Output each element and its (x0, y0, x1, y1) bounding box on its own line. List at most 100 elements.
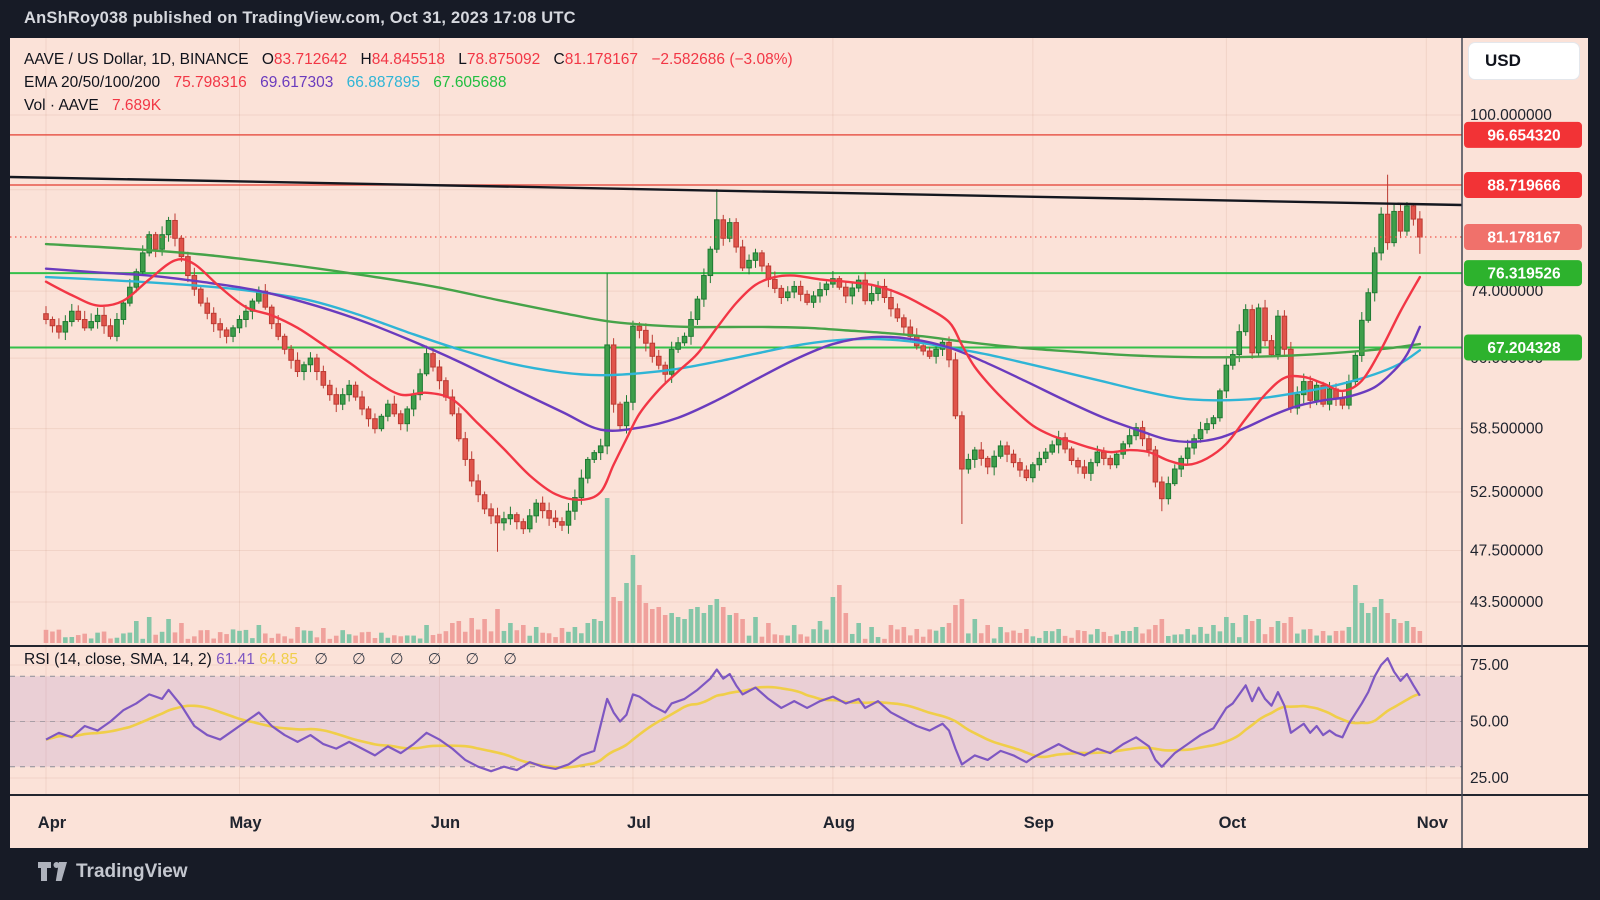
candle (1017, 462, 1023, 471)
candle (1249, 309, 1255, 354)
candle (707, 248, 714, 277)
volume-bar (1004, 632, 1010, 643)
volume-bar (1185, 629, 1190, 643)
volume-bar (1049, 631, 1055, 643)
volume-bar (1295, 633, 1300, 643)
candle (1255, 307, 1262, 354)
rsi-line (45, 657, 1421, 773)
rsi-sma-value: 64.85 (259, 651, 299, 668)
volume-bar (321, 628, 326, 643)
volume-bar (101, 631, 107, 643)
time-scale[interactable]: Apr May Jun Jul Aug Sep Oct Nov (38, 814, 1449, 832)
ema-lines (44, 242, 1422, 502)
volume-bar (927, 629, 932, 643)
candle (1081, 466, 1088, 474)
candle (578, 477, 585, 499)
ema20-value: 75.798316 (173, 74, 247, 91)
month-label: Apr (38, 814, 67, 832)
volume-bar (1159, 619, 1165, 643)
volume-bar (566, 631, 571, 643)
rsi-empty-slots: ∅ ∅ ∅ ∅ ∅ ∅ (314, 651, 527, 668)
volume-bar (475, 629, 481, 643)
candle (946, 341, 952, 361)
volume-bar (1030, 636, 1036, 643)
volume-bar (1372, 607, 1377, 643)
price-tick-label: 52.500000 (1470, 484, 1544, 501)
chart-legend: AAVE / US Dollar, 1D, BINANCE O83.712642… (24, 48, 793, 117)
volume-bar (1269, 627, 1274, 643)
candle (636, 325, 643, 331)
candle (862, 279, 868, 302)
volume-bar (811, 629, 816, 643)
volume-bar (804, 636, 810, 643)
volume-bar (198, 630, 204, 643)
footer-bar: TradingView (0, 848, 1600, 900)
candle (849, 287, 856, 297)
candle (404, 408, 410, 425)
candle (139, 252, 146, 273)
volume-bar (159, 631, 165, 643)
volume-bar (108, 638, 113, 643)
candle (926, 350, 933, 357)
symbol-row: AAVE / US Dollar, 1D, BINANCE O83.712642… (24, 51, 793, 68)
candle (1042, 451, 1049, 459)
volume-bars (43, 498, 1423, 643)
volume-bar (146, 617, 152, 643)
volume-bar (908, 635, 913, 643)
volume-bar (1346, 627, 1352, 643)
candle (249, 300, 256, 312)
volume-bar (714, 599, 720, 643)
rsi-legend: RSI (14, close, SMA, 14, 2) 61.41 64.85 … (24, 650, 527, 669)
candle (1094, 451, 1101, 464)
volume-bar (127, 632, 133, 643)
volume-bar (830, 597, 836, 643)
price-tick-label: 100.000000 (1470, 107, 1552, 124)
candle (1417, 218, 1423, 238)
level-lines (10, 134, 1462, 349)
volume-bar (327, 638, 333, 643)
candle (1023, 469, 1030, 479)
volume-bar (849, 633, 855, 643)
candle (1339, 397, 1346, 406)
tradingview-logo-icon[interactable] (38, 862, 68, 886)
volume-bar (1224, 617, 1229, 643)
candle (752, 252, 759, 261)
volume-bar (488, 631, 494, 643)
volume-bar (1217, 631, 1223, 643)
volume-bar (1166, 635, 1171, 643)
volume-bar (482, 619, 487, 643)
candle (894, 308, 901, 319)
currency-toggle-button[interactable]: USD (1468, 42, 1580, 80)
candle (572, 497, 578, 512)
candle (1391, 210, 1397, 244)
candle (881, 285, 888, 299)
volume-bar (1230, 623, 1236, 643)
price-scale[interactable]: 100.00000088.00000074.00000066.00000058.… (1464, 107, 1582, 787)
volume-bar (1288, 617, 1294, 643)
volume-bar (720, 607, 726, 643)
volume-bar (153, 634, 158, 643)
volume-bar (63, 637, 68, 643)
candle (739, 246, 746, 269)
candle (314, 357, 320, 373)
candle (372, 418, 378, 430)
svg-text:88.719666: 88.719666 (1487, 178, 1561, 195)
candle (1075, 459, 1081, 468)
volume-bar (398, 636, 404, 643)
svg-text:81.178167: 81.178167 (1487, 229, 1560, 246)
trendline[interactable] (10, 175, 1463, 207)
candle (462, 438, 469, 460)
candle (120, 302, 127, 320)
volume-bar (1088, 634, 1094, 643)
volume-bar (134, 621, 139, 643)
volume-bar (43, 629, 49, 643)
rsi-label: RSI (14, close, SMA, 14, 2) (24, 651, 212, 668)
candle (475, 480, 481, 496)
candle (468, 458, 475, 482)
tradingview-wordmark[interactable]: TradingView (76, 861, 188, 882)
volume-bar (1140, 633, 1145, 643)
candle (746, 259, 752, 269)
candle (101, 314, 107, 327)
price-chart[interactable]: 100.00000088.00000074.00000066.00000058.… (10, 38, 1588, 848)
volume-bar (379, 632, 384, 643)
